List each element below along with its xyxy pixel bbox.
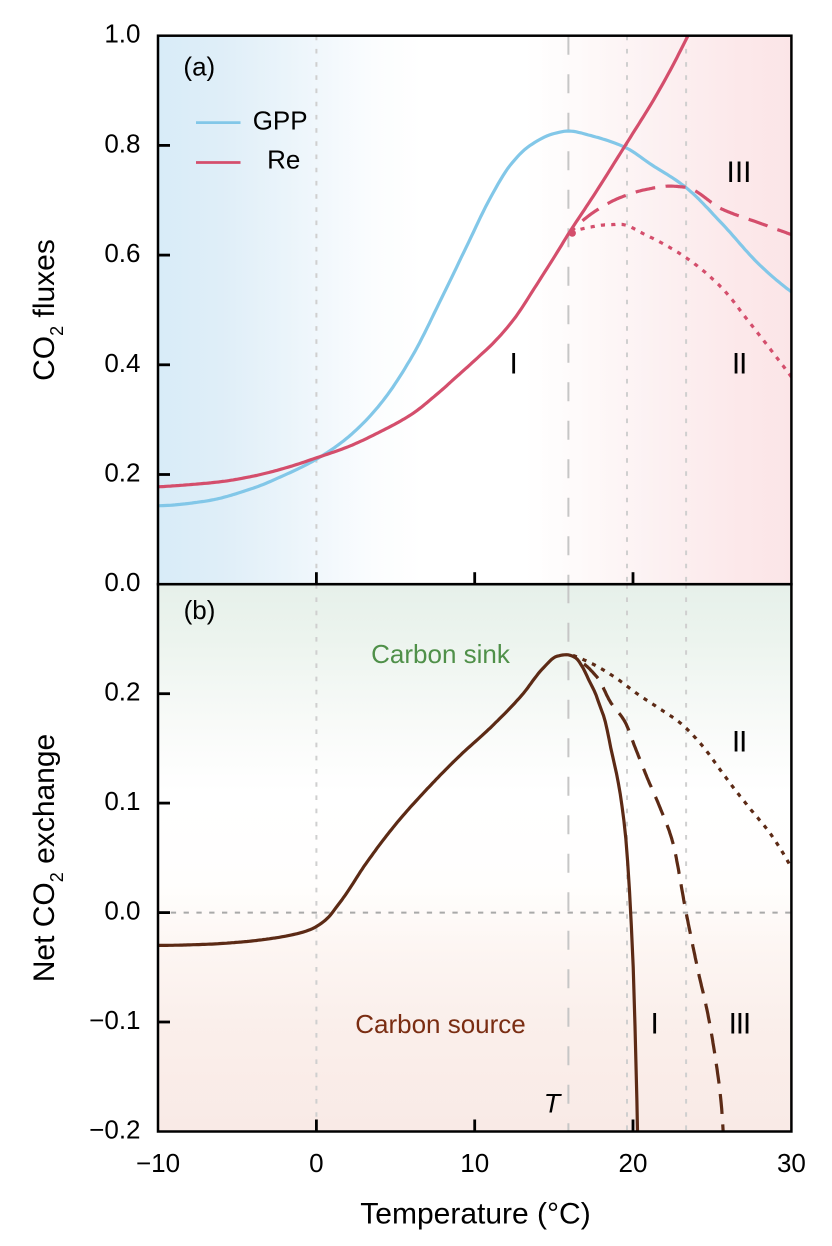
svg-text:Carbon sink: Carbon sink	[371, 639, 511, 669]
svg-text:Net CO2 exchange: Net CO2 exchange	[28, 734, 67, 983]
svg-text:Re: Re	[267, 145, 300, 175]
svg-text:30: 30	[777, 1148, 806, 1178]
svg-text:−0.1: −0.1	[89, 1005, 140, 1035]
svg-text:CO2 fluxes: CO2 fluxes	[28, 239, 67, 381]
svg-text:−10: −10	[136, 1148, 180, 1178]
svg-text:0.2: 0.2	[104, 677, 140, 707]
svg-text:(a): (a)	[183, 52, 215, 82]
svg-text:Temperature (°C): Temperature (°C)	[360, 1198, 590, 1231]
svg-text:−0.2: −0.2	[89, 1115, 140, 1145]
svg-text:1.0: 1.0	[104, 19, 140, 49]
svg-text:10: 10	[460, 1148, 489, 1178]
svg-text:0.0: 0.0	[104, 896, 140, 926]
svg-text:T: T	[544, 1089, 563, 1119]
svg-text:0.1: 0.1	[104, 786, 140, 816]
svg-text:I: I	[651, 1008, 659, 1041]
svg-text:II: II	[732, 348, 746, 381]
svg-text:(b): (b)	[184, 595, 216, 625]
svg-text:0.6: 0.6	[104, 238, 140, 268]
svg-text:I: I	[510, 348, 518, 381]
svg-text:0.4: 0.4	[104, 348, 140, 378]
svg-text:III: III	[729, 1008, 750, 1041]
svg-text:0: 0	[309, 1148, 323, 1178]
svg-text:GPP: GPP	[253, 105, 308, 135]
svg-text:0.8: 0.8	[104, 128, 140, 158]
svg-text:II: II	[732, 726, 746, 759]
svg-text:III: III	[726, 156, 751, 189]
svg-text:0.2: 0.2	[104, 458, 140, 488]
svg-text:20: 20	[619, 1148, 648, 1178]
svg-text:0.0: 0.0	[104, 567, 140, 597]
svg-text:Carbon source: Carbon source	[355, 1009, 526, 1039]
